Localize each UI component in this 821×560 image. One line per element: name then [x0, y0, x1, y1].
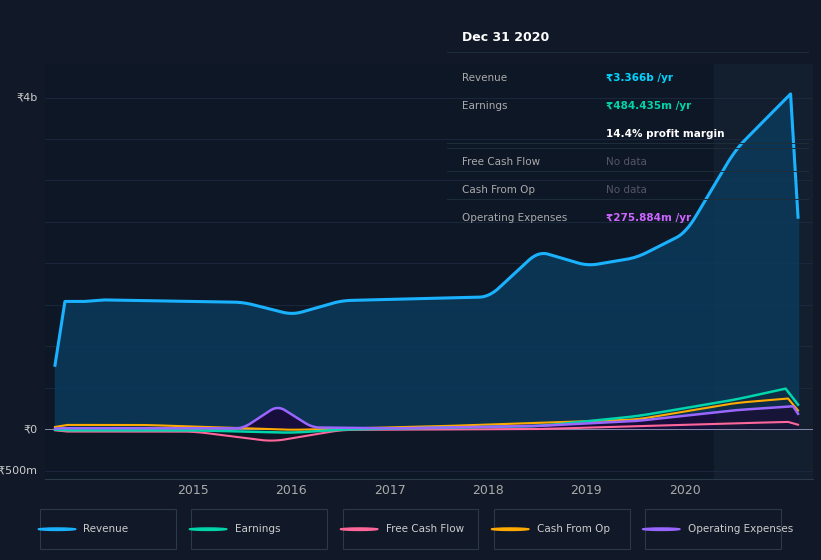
- Text: Dec 31 2020: Dec 31 2020: [462, 31, 549, 44]
- Text: Revenue: Revenue: [462, 73, 507, 83]
- Text: Operating Expenses: Operating Expenses: [462, 213, 567, 223]
- Text: Cash From Op: Cash From Op: [537, 524, 610, 534]
- Text: ₹0: ₹0: [23, 424, 38, 434]
- Text: No data: No data: [607, 185, 647, 195]
- Text: Free Cash Flow: Free Cash Flow: [386, 524, 464, 534]
- Text: 14.4% profit margin: 14.4% profit margin: [607, 129, 725, 139]
- Text: Earnings: Earnings: [462, 101, 507, 111]
- Text: ₹484.435m /yr: ₹484.435m /yr: [607, 101, 691, 111]
- Text: Operating Expenses: Operating Expenses: [688, 524, 793, 534]
- Text: Earnings: Earnings: [235, 524, 280, 534]
- Text: No data: No data: [607, 157, 647, 167]
- Circle shape: [38, 528, 76, 530]
- Bar: [714, 64, 813, 479]
- Circle shape: [340, 528, 378, 530]
- Text: Free Cash Flow: Free Cash Flow: [462, 157, 540, 167]
- Text: ₹275.884m /yr: ₹275.884m /yr: [607, 213, 691, 223]
- Text: -₹500m: -₹500m: [0, 465, 38, 475]
- Circle shape: [189, 528, 227, 530]
- Text: Revenue: Revenue: [84, 524, 129, 534]
- Text: ₹3.366b /yr: ₹3.366b /yr: [607, 73, 673, 83]
- Text: ₹4b: ₹4b: [16, 92, 38, 102]
- Circle shape: [642, 528, 680, 530]
- Text: Cash From Op: Cash From Op: [462, 185, 535, 195]
- Circle shape: [491, 528, 529, 530]
